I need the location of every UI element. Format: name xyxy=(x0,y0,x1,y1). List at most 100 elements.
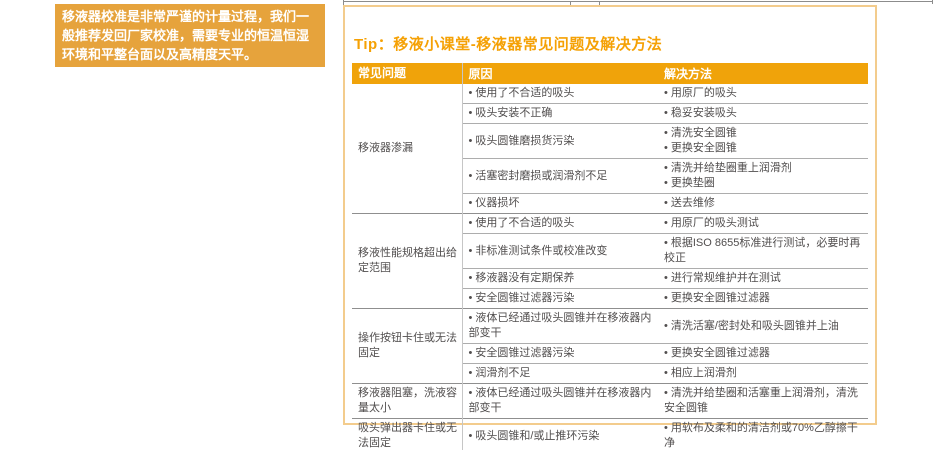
solution-cell: • 更换安全圆锥过滤器 xyxy=(658,343,868,364)
cause-cell: • 液体已经通过吸头圆锥并在移液器内部变干 xyxy=(462,383,658,419)
solution-cell-text: 用原厂的吸头 xyxy=(670,87,737,99)
solution-cell-text: 更换安全圆锥过滤器 xyxy=(670,347,770,359)
solution-cell: • 根据ISO 8655标准进行测试，必要时再校正 xyxy=(658,233,868,269)
bullet-line: • 清洗安全圆锥 xyxy=(664,126,865,141)
bullet-icon: • xyxy=(664,87,668,99)
cause-cell-text: 移液器没有定期保养 xyxy=(475,272,575,284)
cause-cell: • 非标准测试条件或校准改变 xyxy=(462,233,658,269)
table-row: 移液性能规格超出给定范围 • 使用了不合适的吸头 • 用原厂的吸头测试 xyxy=(352,213,868,309)
calibration-note-text: 移液器校准是非常严谨的计量过程，我们一般推荐发回厂家校准，需要专业的恒温恒湿环境… xyxy=(62,9,310,62)
table-row: 吸头弹出器卡住或无法固定 • 吸头圆锥和/或止推环污染 • 用软布及柔和的清洁剂或70%… xyxy=(352,418,868,450)
solution-cell: • 用原厂的吸头测试 xyxy=(658,213,868,234)
solution-cell-text: 进行常规维护并在测试 xyxy=(670,272,781,284)
problem-cell: 移液器阻塞，洗液容量太小 xyxy=(352,383,463,419)
solution-cell: • 送去维修 xyxy=(658,193,868,214)
table-row: • 润滑剂不足 • 相应上润滑剂 xyxy=(352,363,868,384)
cutoff-element-top-line xyxy=(343,1,933,2)
solution-cell: • 用原厂的吸头 xyxy=(658,84,868,104)
solution-cell: • 稳妥安装吸头 xyxy=(658,103,868,124)
bullet-icon: • xyxy=(468,387,473,399)
bullet-icon: • xyxy=(468,367,473,379)
cause-cell-text: 使用了不合适的吸头 xyxy=(475,87,575,99)
table-row: • 吸头安装不正确 • 稳妥安装吸头 xyxy=(352,103,868,124)
bullet-icon: • xyxy=(468,197,473,209)
bullet-icon: • xyxy=(664,197,668,209)
solution-cell-text: 清洗并给垫圈重上润滑剂 xyxy=(670,162,792,174)
solution-cell: • 更换安全圆锥过滤器 xyxy=(658,288,868,309)
cause-cell: • 使用了不合适的吸头 xyxy=(462,213,658,234)
bullet-icon: • xyxy=(468,217,473,229)
cause-cell-text: 活塞密封磨损或润滑剂不足 xyxy=(475,169,608,182)
bullet-icon: • xyxy=(664,217,668,229)
solution-cell: • 相应上润滑剂 xyxy=(658,363,868,384)
solution-cell: • 进行常规维护并在测试 xyxy=(658,268,868,289)
bullet-line: • 更换安全圆锥 xyxy=(664,141,865,156)
cause-cell-text: 非标准测试条件或校准改变 xyxy=(475,244,608,257)
header-solution: 解决方法 xyxy=(658,63,868,84)
table-row: • 吸头圆锥磨损货污染 • 清洗安全圆锥 • 更换安全圆锥 xyxy=(352,123,868,159)
cutoff-element-tick-left xyxy=(343,0,344,5)
bullet-line: • 更换安全圆锥过滤器 xyxy=(664,291,865,306)
bullet-line: • 使用了不合适的吸头 xyxy=(469,216,656,231)
bullet-line: • 进行常规维护并在测试 xyxy=(664,271,865,286)
bullet-line: • 更换安全圆锥过滤器 xyxy=(664,346,865,361)
cause-cell-text: 仪器损坏 xyxy=(475,197,520,209)
solution-cell-text: 根据ISO 8655标准进行测试，必要时再校正 xyxy=(664,237,861,264)
cause-cell: • 使用了不合适的吸头 xyxy=(462,84,658,104)
cause-cell: • 移液器没有定期保养 xyxy=(462,268,658,289)
bullet-line: • 仪器损坏 xyxy=(469,196,656,211)
bullet-icon: • xyxy=(664,347,668,359)
tip-table-body: 移液器渗漏 • 使用了不合适的吸头 • 用原厂的吸头 • 吸头安装不正确 • 稳妥安装吸头 • 吸头… xyxy=(352,84,868,450)
solution-cell-text: 相应上润滑剂 xyxy=(670,367,737,379)
bullet-line: • 安全圆锥过滤器污染 xyxy=(469,346,656,361)
bullet-icon: • xyxy=(664,127,668,139)
bullet-icon: • xyxy=(664,107,668,119)
bullet-icon: • xyxy=(468,107,473,119)
cause-cell-text: 安全圆锥过滤器污染 xyxy=(475,347,575,359)
table-row: 移液器阻塞，洗液容量太小 • 液体已经通过吸头圆锥并在移液器内部变干 • 清洗并给垫圈和… xyxy=(352,383,868,419)
cause-cell: • 吸头安装不正确 xyxy=(462,103,658,124)
cause-cell: • 液体已经通过吸头圆锥并在移液器内部变干 xyxy=(462,308,658,344)
bullet-line: • 根据ISO 8655标准进行测试，必要时再校正 xyxy=(664,236,865,266)
bullet-line: • 稳妥安装吸头 xyxy=(664,106,865,121)
solution-cell: • 清洗并给垫圈和活塞重上润滑剂，清洗安全圆锥 xyxy=(658,383,868,419)
bullet-line: • 用软布及柔和的清洁剂或70%乙醇擦干净 xyxy=(664,421,865,450)
problem-cell: 吸头弹出器卡住或无法固定 xyxy=(352,418,463,450)
tip-box: Tip：移液小课堂-移液器常见问题及解决方法 常见问题 原因 解决方法 移液器渗… xyxy=(343,5,877,450)
bullet-line: • 移液器没有定期保养 xyxy=(469,271,656,286)
cause-cell: • 安全圆锥过滤器污染 xyxy=(462,288,658,309)
cause-cell: • 安全圆锥过滤器污染 xyxy=(462,343,658,364)
bullet-icon: • xyxy=(664,367,668,379)
solution-cell-text: 清洗活塞/密封处和吸头圆锥并上油 xyxy=(670,319,839,332)
bullet-line: • 安全圆锥过滤器污染 xyxy=(469,291,656,306)
bullet-icon: • xyxy=(664,272,668,284)
calibration-note-box: 移液器校准是非常严谨的计量过程，我们一般推荐发回厂家校准，需要专业的恒温恒湿环境… xyxy=(55,4,325,67)
bullet-line: • 吸头安装不正确 xyxy=(469,106,656,121)
table-row: • 安全圆锥过滤器污染 • 更换安全圆锥过滤器 xyxy=(352,343,868,364)
cause-cell: • 吸头圆锥磨损货污染 xyxy=(462,123,658,159)
bullet-line: • 清洗并给垫圈重上润滑剂 xyxy=(664,161,865,176)
solution-cell: • 清洗活塞/密封处和吸头圆锥并上油 xyxy=(658,308,868,344)
cause-cell-text: 液体已经通过吸头圆锥并在移液器内部变干 xyxy=(468,387,652,414)
solution-cell-text: 清洗并给垫圈和活塞重上润滑剂，清洗安全圆锥 xyxy=(664,387,858,414)
bullet-icon: • xyxy=(664,319,668,332)
bullet-icon: • xyxy=(664,177,668,189)
cause-cell: • 吸头圆锥和/或止推环污染 xyxy=(462,418,658,450)
cause-cell-text: 使用了不合适的吸头 xyxy=(475,217,575,229)
bullet-icon: • xyxy=(664,162,668,174)
bullet-icon: • xyxy=(664,422,668,434)
header-problem: 常见问题 xyxy=(352,63,463,84)
bullet-line: • 液体已经通过吸头圆锥并在移液器内部变干 xyxy=(469,386,656,416)
table-row: • 仪器损坏 • 送去维修 xyxy=(352,193,868,214)
bullet-icon: • xyxy=(468,312,473,324)
cause-cell-text: 液体已经通过吸头圆锥并在移液器内部变干 xyxy=(468,312,652,339)
bullet-icon: • xyxy=(468,429,473,442)
tip-table: 常见问题 原因 解决方法 移液器渗漏 • 使用了不合适的吸头 • 用原厂的吸头 • 吸头安装… xyxy=(352,63,868,450)
bullet-icon: • xyxy=(468,134,473,147)
solution-cell-text: 更换安全圆锥 xyxy=(670,142,737,154)
bullet-line: • 吸头圆锥和/或止推环污染 xyxy=(469,429,656,444)
bullet-line: • 清洗活塞/密封处和吸头圆锥并上油 xyxy=(664,319,865,334)
bullet-line: • 更换垫圈 xyxy=(664,176,865,191)
bullet-icon: • xyxy=(468,272,473,284)
